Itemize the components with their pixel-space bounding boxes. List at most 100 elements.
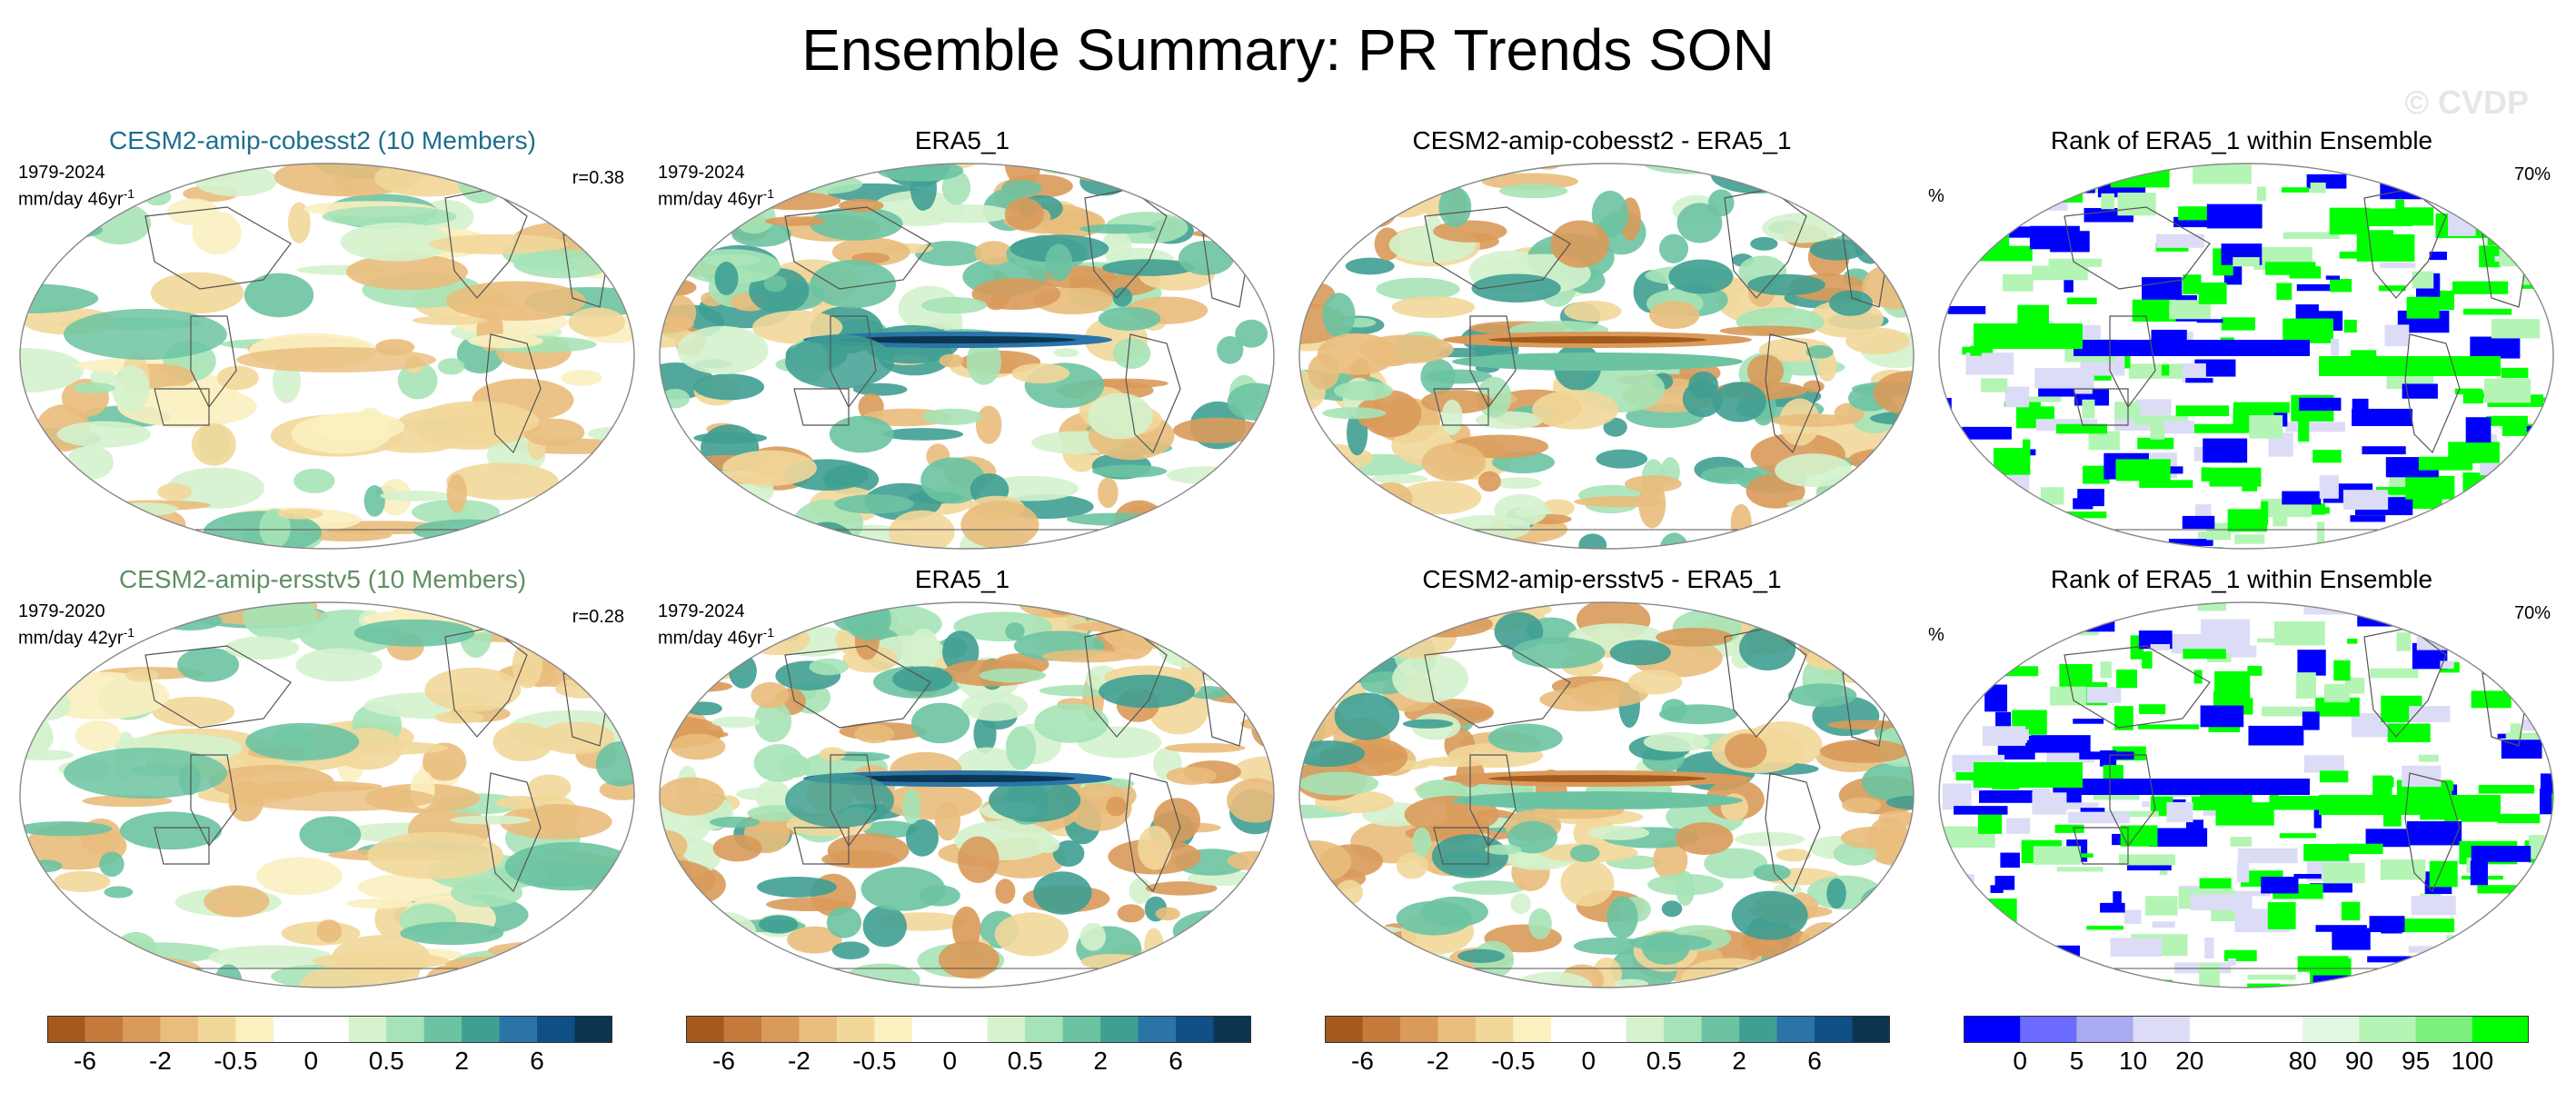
- colorbar-swatch: [273, 1016, 312, 1043]
- map-obs: [659, 163, 1275, 550]
- colorbar-swatch: [235, 1016, 274, 1043]
- colorbar-tick-label: 6: [530, 1047, 544, 1075]
- colorbar-tick-label: 2: [1093, 1047, 1108, 1075]
- colorbar-swatch: [197, 1016, 236, 1043]
- colorbar-tick-label: 10: [2119, 1047, 2148, 1075]
- colorbar: [686, 1016, 1251, 1043]
- period-label: 1979-2024: [658, 163, 745, 183]
- colorbar-tick-label: -2: [787, 1047, 811, 1075]
- colorbar-swatch: [47, 1016, 85, 1043]
- units-label: mm/day 42yr-1: [18, 625, 135, 649]
- map-rank: [1938, 601, 2554, 988]
- cvdp-watermark: © CVDP: [2404, 84, 2529, 121]
- colorbar-tick-label: 20: [2175, 1047, 2204, 1075]
- correlation-label: r=0.38: [572, 168, 624, 188]
- colorbar-swatch: [1138, 1016, 1177, 1043]
- colorbar-swatch: [2133, 1016, 2191, 1043]
- colorbar-swatch: [499, 1016, 538, 1043]
- map-model: [19, 601, 635, 988]
- colorbar-swatch: [160, 1016, 199, 1043]
- colorbar-swatch: [1513, 1016, 1552, 1043]
- colorbar-tick-label: -2: [148, 1047, 172, 1075]
- colorbar-swatch: [1399, 1016, 1438, 1043]
- colorbar-swatch: [836, 1016, 875, 1043]
- panel-title: CESM2-amip-ersstv5 - ERA5_1: [1422, 565, 1782, 593]
- colorbar-swatch: [1362, 1016, 1401, 1043]
- colorbar-tick-label: 2: [1732, 1047, 1746, 1075]
- colorbar: [1964, 1016, 2529, 1043]
- panel-title: ERA5_1: [914, 126, 1010, 154]
- colorbar-tick-label: 100: [2451, 1047, 2494, 1075]
- period-label: 1979-2020: [18, 601, 105, 621]
- colorbar-tick-label: 2: [454, 1047, 469, 1075]
- colorbar-swatch: [761, 1016, 800, 1043]
- colorbar-tick-label: 0.5: [1007, 1047, 1043, 1075]
- map-diff: [1298, 601, 1915, 988]
- colorbar-swatch: [1213, 1016, 1251, 1043]
- colorbar-swatch: [2472, 1016, 2529, 1043]
- colorbar-swatch: [1325, 1016, 1363, 1043]
- map-panel: CESM2-amip-ersstv5 (10 Members) 1979-2020…: [5, 564, 641, 1000]
- map-panel: CESM2-amip-cobesst2 (10 Members) 1979-202…: [5, 125, 641, 561]
- panel-title: ERA5_1: [914, 565, 1010, 593]
- colorbar-tick-label: 0: [1581, 1047, 1596, 1075]
- colorbar-swatch: [1964, 1016, 2021, 1043]
- colorbar-swatch: [537, 1016, 576, 1043]
- map-panel: CESM2-amip-cobesst2 - ERA5_1: [1284, 125, 1920, 561]
- map-model: [19, 163, 635, 550]
- colorbar-swatch: [348, 1016, 387, 1043]
- colorbar-swatch: [2415, 1016, 2473, 1043]
- map-panel: ERA5_1 1979-2024 mm/day 46yr-1: [644, 125, 1280, 561]
- panel-title: CESM2-amip-cobesst2 (10 Members): [109, 126, 536, 154]
- colorbar-swatch: [1025, 1016, 1064, 1043]
- map-panel: Rank of ERA5_1 within Ensemble% 70%: [1924, 125, 2560, 561]
- colorbar-tick-label: -0.5: [1491, 1047, 1536, 1075]
- colorbar-tick-label: -6: [1351, 1047, 1374, 1075]
- colorbar-swatch: [723, 1016, 762, 1043]
- colorbar-swatch: [85, 1016, 124, 1043]
- colorbar-swatch: [1776, 1016, 1815, 1043]
- figure-title: Ensemble Summary: PR Trends SON: [801, 17, 1775, 83]
- colorbar-swatch: [311, 1016, 350, 1043]
- colorbar-tick-label: 5: [2069, 1047, 2084, 1075]
- colorbar-tick-label: -0.5: [852, 1047, 897, 1075]
- colorbar-swatch: [1100, 1016, 1139, 1043]
- colorbar-tick-label: 6: [1807, 1047, 1822, 1075]
- units-label: mm/day 46yr-1: [658, 625, 775, 649]
- colorbar-swatch: [950, 1016, 989, 1043]
- colorbar-swatch: [686, 1016, 724, 1043]
- colorbar-tick-label: -2: [1426, 1047, 1449, 1075]
- colorbar-swatch: [1550, 1016, 1589, 1043]
- colorbar-swatch: [1176, 1016, 1215, 1043]
- colorbar-swatch: [1739, 1016, 1778, 1043]
- map-panel: Rank of ERA5_1 within Ensemble% 70%: [1924, 564, 2560, 1000]
- percent-label: %: [1928, 625, 1944, 645]
- colorbar-tick-label: 6: [1169, 1047, 1183, 1075]
- colorbar-tick-label: 95: [2402, 1047, 2431, 1075]
- percent-label: %: [1928, 186, 1944, 206]
- colorbar: [47, 1016, 612, 1043]
- colorbar-tick-label: 80: [2288, 1047, 2317, 1075]
- colorbar-swatch: [386, 1016, 425, 1043]
- percent-value: 70%: [2513, 164, 2551, 184]
- map-panel: CESM2-amip-ersstv5 - ERA5_1: [1284, 564, 1920, 1000]
- colorbar-tick-label: -6: [74, 1047, 96, 1075]
- colorbar-swatch: [987, 1016, 1026, 1043]
- colorbar-tick-label: 0: [303, 1047, 319, 1075]
- colorbar-swatch: [423, 1016, 462, 1043]
- correlation-label: r=0.28: [572, 607, 624, 627]
- map-diff: [1298, 163, 1915, 550]
- colorbar-swatch: [1062, 1016, 1101, 1043]
- panel-title: CESM2-amip-cobesst2 - ERA5_1: [1412, 126, 1792, 154]
- colorbar-swatch: [1664, 1016, 1703, 1043]
- colorbar-tick-label: -6: [712, 1047, 735, 1075]
- panel-title: Rank of ERA5_1 within Ensemble: [2050, 565, 2433, 593]
- colorbar-swatch: [2076, 1016, 2134, 1043]
- colorbar-swatch: [799, 1016, 838, 1043]
- colorbar: [1325, 1016, 1890, 1043]
- colorbar-swatch: [1626, 1016, 1665, 1043]
- percent-value: 70%: [2513, 603, 2551, 623]
- period-label: 1979-2024: [658, 601, 745, 621]
- colorbar-tick-label: -0.5: [214, 1047, 258, 1075]
- colorbar-swatch: [1437, 1016, 1477, 1043]
